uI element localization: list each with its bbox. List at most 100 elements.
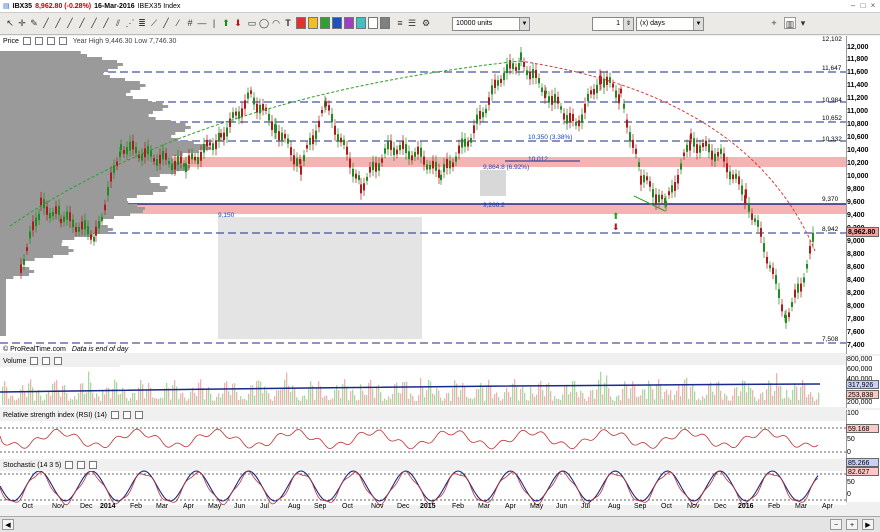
panel-close-icon[interactable]	[135, 411, 143, 419]
volume-bar	[174, 380, 175, 405]
candle-body	[554, 94, 556, 103]
fibonacci-tool-icon[interactable]: ≣	[136, 17, 148, 29]
panel-add-indicator-icon[interactable]	[47, 37, 55, 45]
line-tool-1-icon[interactable]: ╱	[40, 17, 52, 29]
scroll-right-icon[interactable]: ▶	[862, 519, 874, 530]
pencil-icon[interactable]: ✎	[28, 17, 40, 29]
line-tool-5-icon[interactable]: ╱	[88, 17, 100, 29]
level-label: 10,984	[822, 97, 842, 104]
candle-body	[98, 221, 100, 228]
line-style-icon[interactable]: ≡	[394, 17, 406, 29]
close-icon[interactable]: ×	[868, 1, 878, 11]
vertical-line-icon[interactable]: |	[208, 17, 220, 29]
chart-canvas[interactable]: ⬆⬇	[0, 36, 880, 516]
crosshair-icon[interactable]: ✛	[16, 17, 28, 29]
panel-close-icon[interactable]	[89, 461, 97, 469]
channel-tool-icon[interactable]: ⫽	[112, 17, 124, 29]
horizontal-line-icon[interactable]: —	[196, 17, 208, 29]
period-unit-select[interactable]: (x) days ▼	[636, 17, 704, 31]
volume-bar	[764, 400, 765, 405]
panel-properties-icon[interactable]	[42, 357, 50, 365]
panel-settings-icon[interactable]	[30, 357, 38, 365]
text-tool-icon[interactable]: T	[282, 17, 294, 29]
zoom-in-scroll-icon[interactable]: +	[846, 519, 858, 530]
scroll-left-icon[interactable]: ◀	[2, 519, 14, 530]
settings-icon[interactable]: ⚙	[420, 17, 432, 29]
color-swatch-yellow[interactable]	[308, 17, 318, 29]
volume-bar	[636, 397, 637, 405]
color-swatch-green[interactable]	[320, 17, 330, 29]
volume-bar	[730, 401, 731, 405]
ellipse-tool-icon[interactable]: ◯	[258, 17, 270, 29]
panel-settings-icon[interactable]	[111, 411, 119, 419]
chart-type-dropdown-icon[interactable]: ▾	[797, 17, 809, 29]
chart-type-icon[interactable]: ▥	[784, 17, 796, 29]
sell-arrow-icon[interactable]: ⬇	[232, 17, 244, 29]
zoom-out-icon[interactable]: −	[830, 519, 842, 530]
minimize-icon[interactable]: –	[848, 1, 858, 11]
color-swatch-white[interactable]	[368, 17, 378, 29]
candle-body	[414, 152, 416, 157]
volume-bar	[14, 400, 15, 405]
candle-body	[203, 144, 205, 153]
horizontal-scrollbar[interactable]: ◀ − + ▶	[0, 516, 880, 532]
panel-close-icon[interactable]	[59, 37, 67, 45]
candle-body	[363, 183, 365, 190]
chevron-down-icon[interactable]: ▼	[519, 18, 529, 30]
volume-bar	[36, 391, 37, 405]
zoom-in-icon[interactable]: +	[768, 17, 780, 29]
maximize-icon[interactable]: □	[858, 1, 868, 11]
candle-body	[809, 246, 811, 254]
fan-tool-icon[interactable]: ⋰	[124, 17, 136, 29]
volume-bar	[82, 383, 83, 405]
candle-body	[464, 139, 466, 147]
panel-close-icon[interactable]	[54, 357, 62, 365]
volume-bar	[598, 380, 599, 405]
candle-body	[220, 133, 222, 137]
parallel-tool-icon[interactable]: ╱	[160, 17, 172, 29]
rectangle-tool-icon[interactable]: ▭	[246, 17, 258, 29]
volume-bar	[50, 396, 51, 405]
panel-settings-icon[interactable]	[23, 37, 31, 45]
stochastic-panel-bg	[0, 471, 846, 505]
candle-body	[268, 114, 270, 121]
color-swatch-grey[interactable]	[380, 17, 390, 29]
panel-properties-icon[interactable]	[35, 37, 43, 45]
line-width-icon[interactable]: ☰	[406, 17, 418, 29]
volume-bar	[486, 386, 487, 405]
volume-bar	[284, 380, 285, 405]
regression-tool-icon[interactable]: ⁄	[172, 17, 184, 29]
line-tool-2-icon[interactable]: ╱	[52, 17, 64, 29]
line-tool-3-icon[interactable]: ╱	[64, 17, 76, 29]
units-select[interactable]: 10000 units ▼	[452, 17, 530, 31]
candle-body	[188, 155, 190, 163]
color-swatch-red[interactable]	[296, 17, 306, 29]
panel-properties-icon[interactable]	[123, 411, 131, 419]
period-value-input[interactable]: 1 ⇕	[592, 17, 634, 31]
x-axis-label: Feb	[768, 503, 780, 511]
panel-settings-icon[interactable]	[65, 461, 73, 469]
volume-bar	[670, 390, 671, 405]
arc-tool-icon[interactable]: ◠	[270, 17, 282, 29]
line-tool-4-icon[interactable]: ╱	[76, 17, 88, 29]
grid-tool-icon[interactable]: #	[184, 17, 196, 29]
chevron-down-icon[interactable]: ▼	[693, 18, 703, 30]
color-swatch-cyan[interactable]	[356, 17, 366, 29]
cursor-icon[interactable]: ↖	[4, 17, 16, 29]
stepper-icon[interactable]: ⇕	[623, 18, 633, 30]
volume-bar	[590, 391, 591, 405]
candle-body	[29, 231, 31, 238]
volume-bar	[814, 401, 815, 405]
candle-body	[584, 104, 586, 113]
buy-arrow-icon[interactable]: ⬆	[220, 17, 232, 29]
color-swatch-blue[interactable]	[332, 17, 342, 29]
color-swatch-purple[interactable]	[344, 17, 354, 29]
volume-bar	[524, 393, 525, 405]
candle-body	[438, 170, 440, 178]
candle-body	[174, 161, 176, 170]
line-tool-6-icon[interactable]: ╱	[100, 17, 112, 29]
price-y-tick: 9,800	[847, 186, 879, 194]
gann-tool-icon[interactable]: ⟋	[148, 17, 160, 29]
annotation-1: 10,350 (3.38%)	[528, 134, 572, 141]
panel-properties-icon[interactable]	[77, 461, 85, 469]
